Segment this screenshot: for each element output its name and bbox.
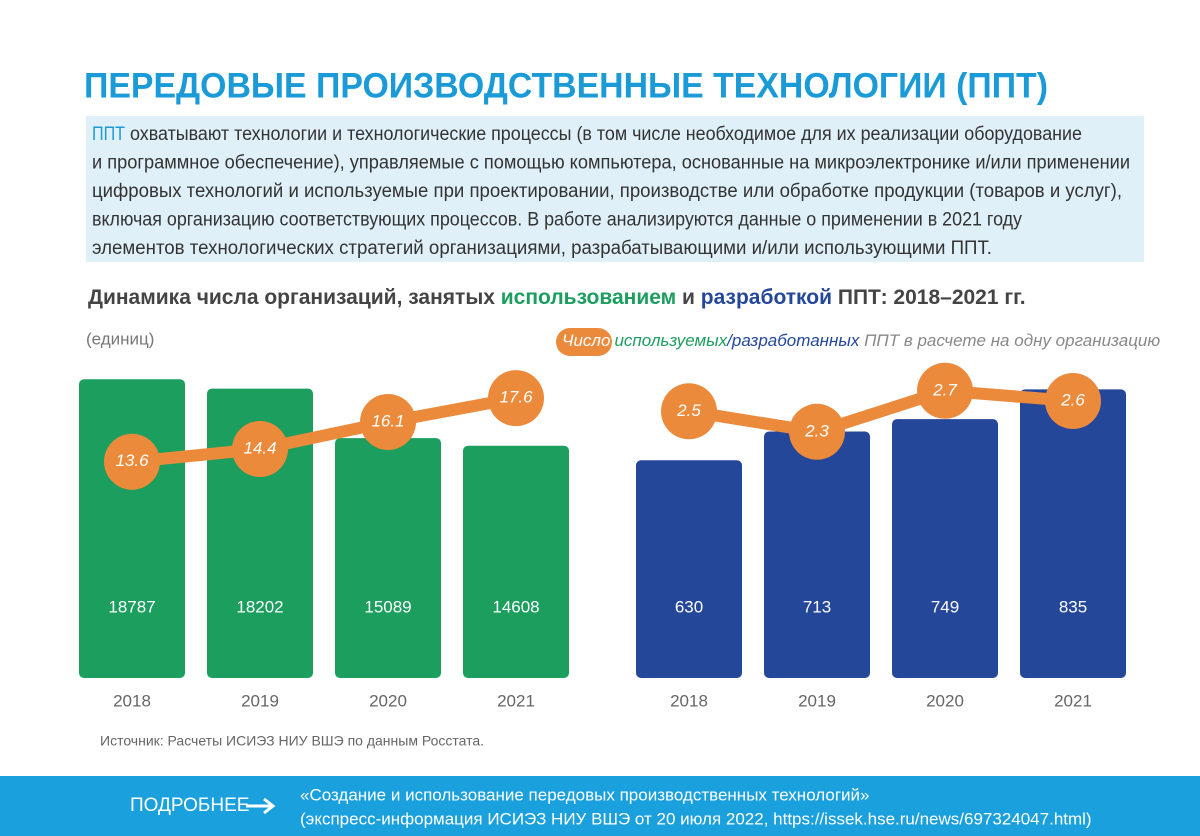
legend-marker bbox=[556, 328, 612, 356]
line-value-label: 2.6 bbox=[1060, 391, 1085, 410]
x-tick-label: 2019 bbox=[798, 691, 836, 710]
bar-value-label: 630 bbox=[675, 597, 703, 616]
footer-line: (экспресс-информация ИСИЭЗ НИУ ВШЭ от 20… bbox=[300, 809, 1092, 828]
line bbox=[131, 392, 518, 468]
subtitle-part: использованием bbox=[501, 286, 676, 309]
line-marker bbox=[488, 370, 544, 427]
footer-arrow bbox=[246, 797, 276, 815]
bar bbox=[764, 431, 870, 678]
bar bbox=[463, 445, 569, 678]
line-value-label: 2.7 bbox=[932, 380, 957, 399]
x-tick-label: 2021 bbox=[1054, 691, 1092, 710]
line-marker bbox=[1045, 373, 1101, 430]
line-marker bbox=[232, 421, 288, 478]
bar bbox=[79, 379, 185, 678]
line bbox=[688, 384, 1074, 438]
bar-value-label: 18202 bbox=[236, 597, 283, 616]
x-tick-label: 2021 bbox=[497, 691, 535, 710]
description-line: и программное обеспечение), управляемые … bbox=[92, 153, 1130, 174]
footer-label: ПОДРОБНЕЕ bbox=[130, 795, 249, 816]
line-value-label: 16.1 bbox=[371, 411, 404, 430]
bar bbox=[335, 438, 441, 678]
legend-part: ППТ в расчете на одну организацию bbox=[859, 331, 1160, 350]
page-title: ПЕРЕДОВЫЕ ПРОИЗВОДСТВЕННЫЕ ТЕХНОЛОГИИ (П… bbox=[84, 66, 1048, 105]
line-marker bbox=[661, 383, 717, 440]
bar bbox=[892, 419, 998, 678]
footer-line: «Создание и использование передовых прои… bbox=[300, 785, 870, 804]
subtitle-part: ППТ: 2018–2021 гг. bbox=[832, 286, 1026, 309]
line-value-label: 2.5 bbox=[676, 401, 701, 420]
bar-value-label: 15089 bbox=[364, 597, 411, 616]
x-tick-label: 2018 bbox=[670, 691, 708, 710]
subtitle-part: и bbox=[676, 286, 701, 309]
bar-value-label: 835 bbox=[1059, 597, 1087, 616]
legend-part: / bbox=[726, 331, 734, 350]
line-marker bbox=[917, 362, 973, 419]
bar-value-label: 749 bbox=[931, 597, 959, 616]
description-line: цифровых технологий и используемые при п… bbox=[92, 181, 1122, 202]
description-term: ППТ bbox=[92, 124, 125, 145]
legend-part: Число bbox=[562, 331, 610, 350]
description-box bbox=[86, 116, 1144, 262]
source: Источник: Расчеты ИСИЭЗ НИУ ВШЭ по данны… bbox=[100, 733, 484, 749]
line-marker bbox=[789, 403, 845, 460]
line-legend: Число используемых/разработанных ППТ в ра… bbox=[562, 331, 1160, 350]
unit-label: (единиц) bbox=[86, 329, 154, 348]
bar-value-label: 713 bbox=[803, 597, 831, 616]
line-value-label: 14.4 bbox=[243, 439, 276, 458]
bar-value-label: 18787 bbox=[108, 597, 155, 616]
description-line: включая организацию соответствующих проц… bbox=[92, 210, 1022, 231]
chart-subtitle: Динамика числа организаций, занятых испо… bbox=[88, 286, 1026, 309]
bar bbox=[207, 388, 313, 678]
x-tick-label: 2018 bbox=[113, 691, 151, 710]
footer-bar bbox=[0, 776, 1200, 836]
bar-value-label: 14608 bbox=[492, 597, 539, 616]
line-value-label: 13.6 bbox=[115, 451, 149, 470]
line-value-label: 2.3 bbox=[804, 421, 829, 440]
bar bbox=[1020, 389, 1126, 678]
description-line: элементов технологических стратегий орга… bbox=[92, 238, 992, 259]
legend-part: используемых bbox=[614, 331, 727, 350]
description-line: охватывают технологии и технологические … bbox=[130, 124, 1082, 145]
line-marker bbox=[360, 394, 416, 451]
bar bbox=[636, 460, 742, 678]
line-value-label: 17.6 bbox=[499, 388, 533, 407]
x-tick-label: 2020 bbox=[926, 691, 964, 710]
subtitle-part: Динамика числа организаций, занятых bbox=[88, 286, 501, 309]
subtitle-part: разработкой bbox=[701, 286, 832, 309]
line-marker bbox=[104, 433, 160, 490]
x-tick-label: 2019 bbox=[241, 691, 279, 710]
x-tick-label: 2020 bbox=[369, 691, 407, 710]
legend-part: разработанных bbox=[731, 331, 860, 350]
